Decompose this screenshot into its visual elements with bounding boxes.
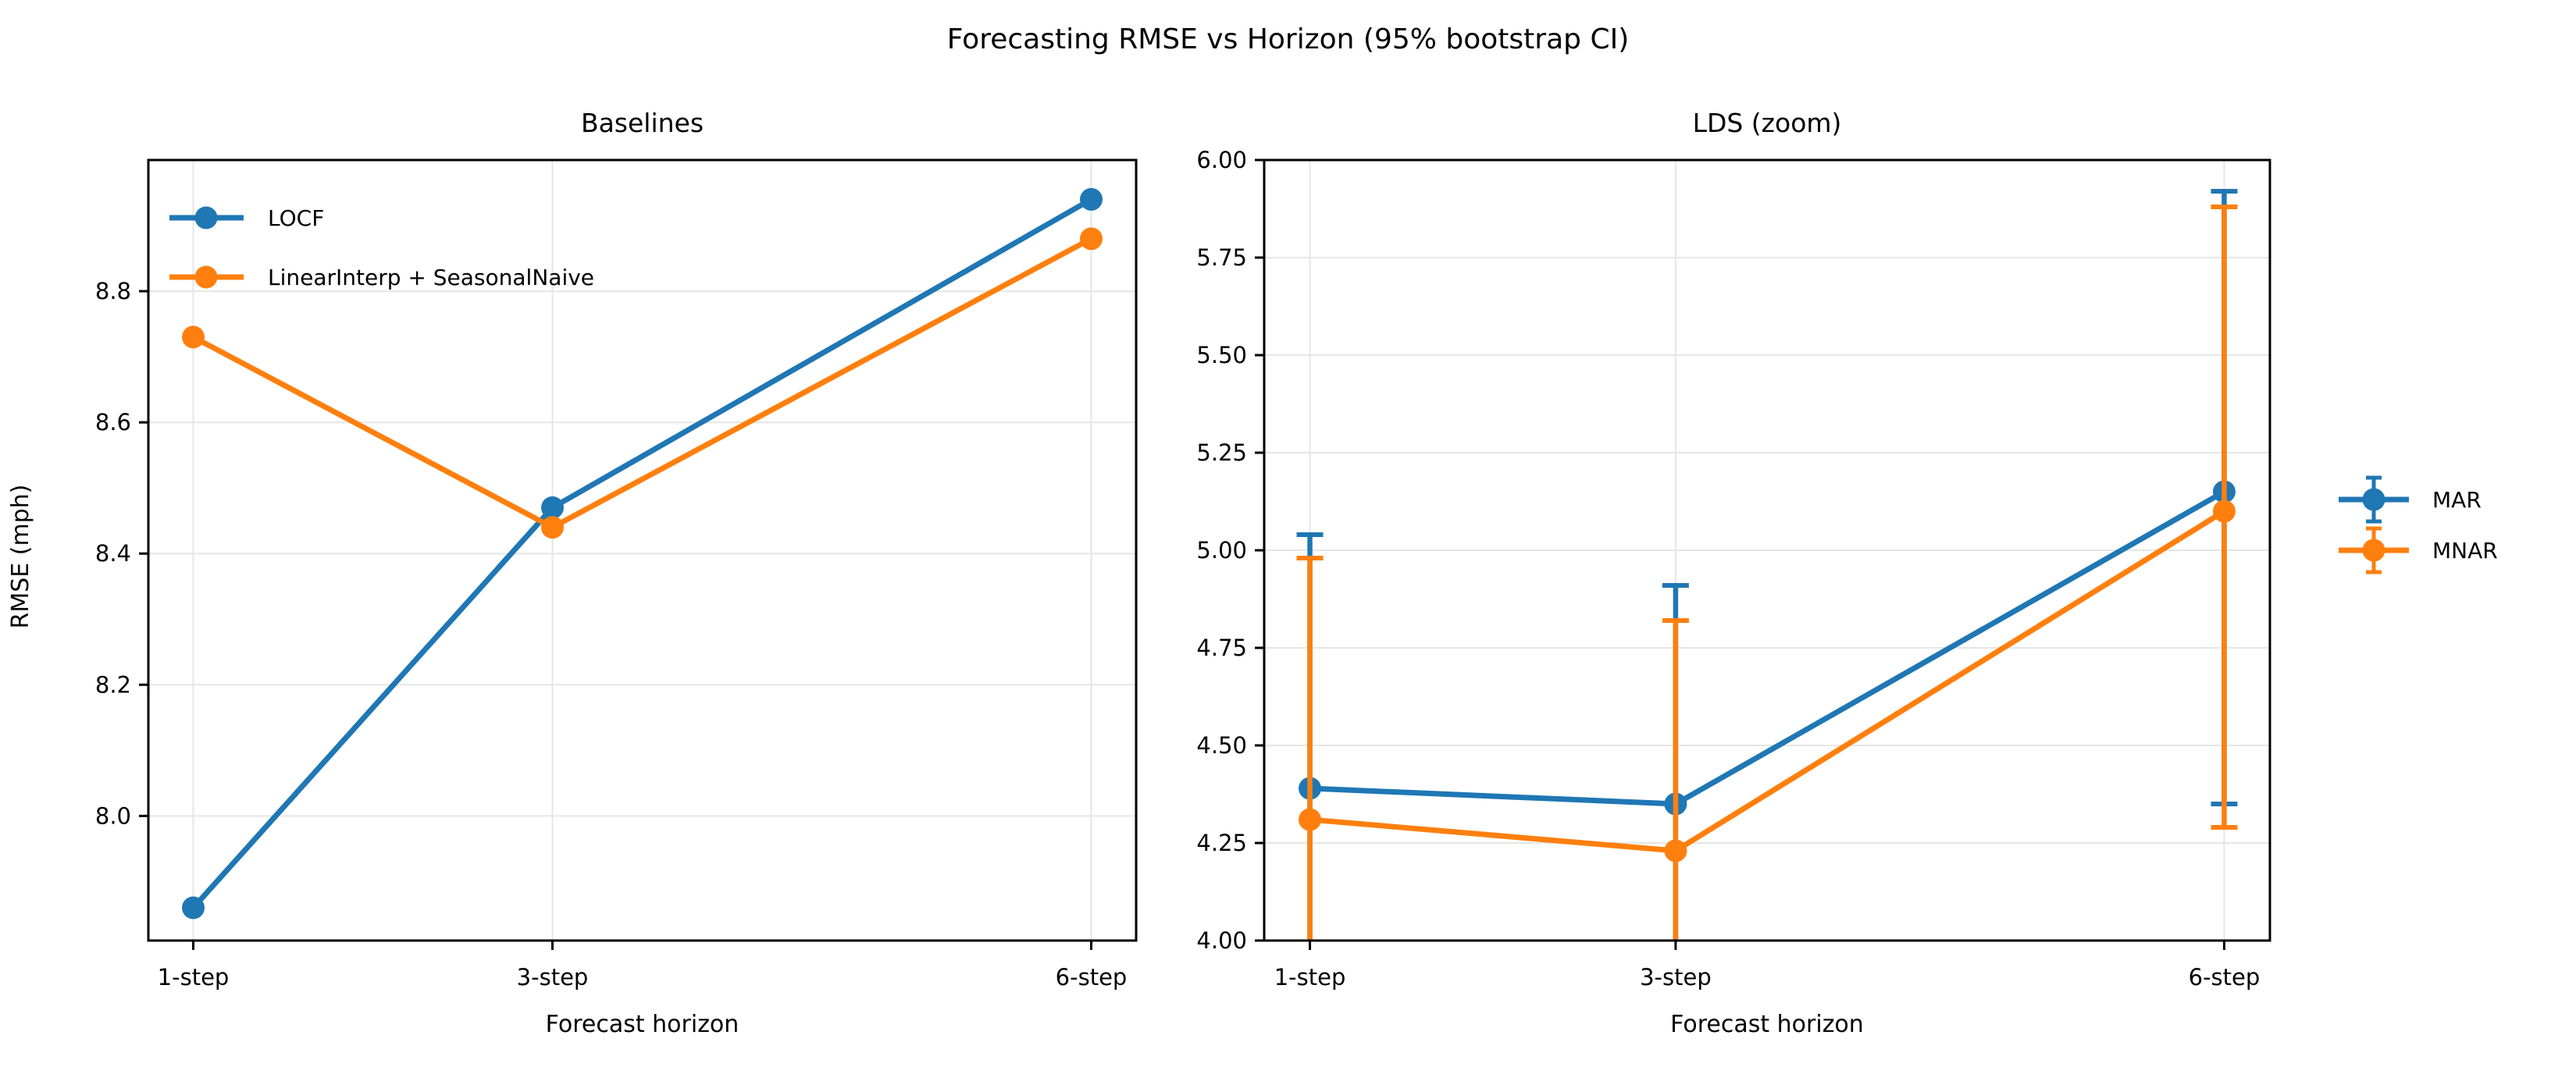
series-LinearInterp-+-SeasonalNaive: [182, 227, 1103, 539]
data-point-marker: [1299, 808, 1322, 831]
legend-item: MNAR: [2339, 526, 2498, 574]
axes-frame: [147, 158, 1138, 942]
series-MAR: [1296, 189, 2238, 941]
x-tick-label: 1-step: [1274, 964, 1346, 991]
x-axis-label-right: Forecast horizon: [1670, 1011, 1864, 1038]
y-tick-label: 8.2: [95, 671, 131, 698]
data-point-marker: [1080, 187, 1103, 211]
data-point-marker: [2212, 500, 2236, 523]
y-tick-label: 6.00: [1196, 147, 1247, 173]
y-tick-label: 5.25: [1196, 439, 1247, 466]
y-tick-label: 8.8: [95, 278, 131, 304]
subplot-1: 4.00 4.25 4.50 4.75 5.00 5.25 5.50 5.75 6.00 1-st…: [1196, 147, 2497, 991]
legend-label: LOCF: [268, 205, 324, 231]
series-area: [1296, 189, 2238, 941]
legend-marker: [2362, 539, 2385, 562]
x-tick-label: 6-step: [2189, 964, 2261, 991]
ticks: [139, 290, 1092, 950]
y-tick-label: 5.00: [1196, 537, 1247, 564]
y-tick-label: 8.6: [95, 409, 131, 436]
x-tick-label: 3-step: [517, 964, 589, 991]
subplot-0: 8.0 8.2 8.4 8.6 8.8 1-step 3-step 6-step LOCF Lin…: [95, 158, 1138, 991]
legend-label: MAR: [2432, 487, 2482, 513]
data-point-marker: [182, 896, 205, 919]
legend-item: MAR: [2339, 475, 2482, 524]
data-point-marker: [541, 496, 564, 519]
data-point-marker: [1664, 839, 1687, 862]
legend: LOCF LinearInterp + SeasonalNaive: [169, 205, 594, 290]
legend: MAR MNAR: [2339, 475, 2498, 574]
y-tick-label: 8.4: [95, 540, 131, 567]
y-axis-label: RMSE (mph): [7, 484, 34, 629]
subplot-title-lds-zoom: LDS (zoom): [1692, 108, 1842, 138]
ticks: [1255, 158, 2225, 950]
series-LOCF: [182, 187, 1103, 919]
series-line: [1309, 509, 2226, 854]
y-tick-label: 8.0: [95, 802, 131, 829]
y-tick-label: 4.25: [1196, 830, 1247, 856]
x-tick-label: 6-step: [1056, 964, 1128, 991]
legend-marker: [2362, 488, 2385, 511]
data-point-marker: [1080, 227, 1103, 251]
subplot-title-baselines: Baselines: [580, 108, 704, 138]
y-tick-label: 5.75: [1196, 244, 1247, 271]
figure-title: Forecasting RMSE vs Horizon (95% bootstr…: [946, 23, 1630, 55]
data-point-marker: [182, 325, 205, 349]
x-tick-label: 1-step: [158, 964, 230, 991]
series-MNAR: [1296, 205, 2238, 941]
grid: [148, 160, 1136, 941]
legend-item: LOCF: [169, 205, 324, 231]
data-point-marker: [541, 516, 564, 539]
legend-label: MNAR: [2432, 538, 2498, 564]
y-tick-label: 4.00: [1196, 927, 1247, 954]
x-tick-label: 3-step: [1640, 964, 1712, 991]
series-area: [182, 187, 1103, 919]
legend-label: LinearInterp + SeasonalNaive: [268, 265, 594, 290]
y-tick-label: 4.75: [1196, 635, 1247, 661]
legend-marker: [194, 206, 218, 229]
y-tick-label: 4.50: [1196, 732, 1247, 759]
y-tick-label: 5.50: [1196, 342, 1247, 368]
legend-item: LinearInterp + SeasonalNaive: [169, 265, 594, 290]
legend-marker: [194, 265, 218, 289]
x-axis-label-left: Forecast horizon: [545, 1011, 739, 1038]
